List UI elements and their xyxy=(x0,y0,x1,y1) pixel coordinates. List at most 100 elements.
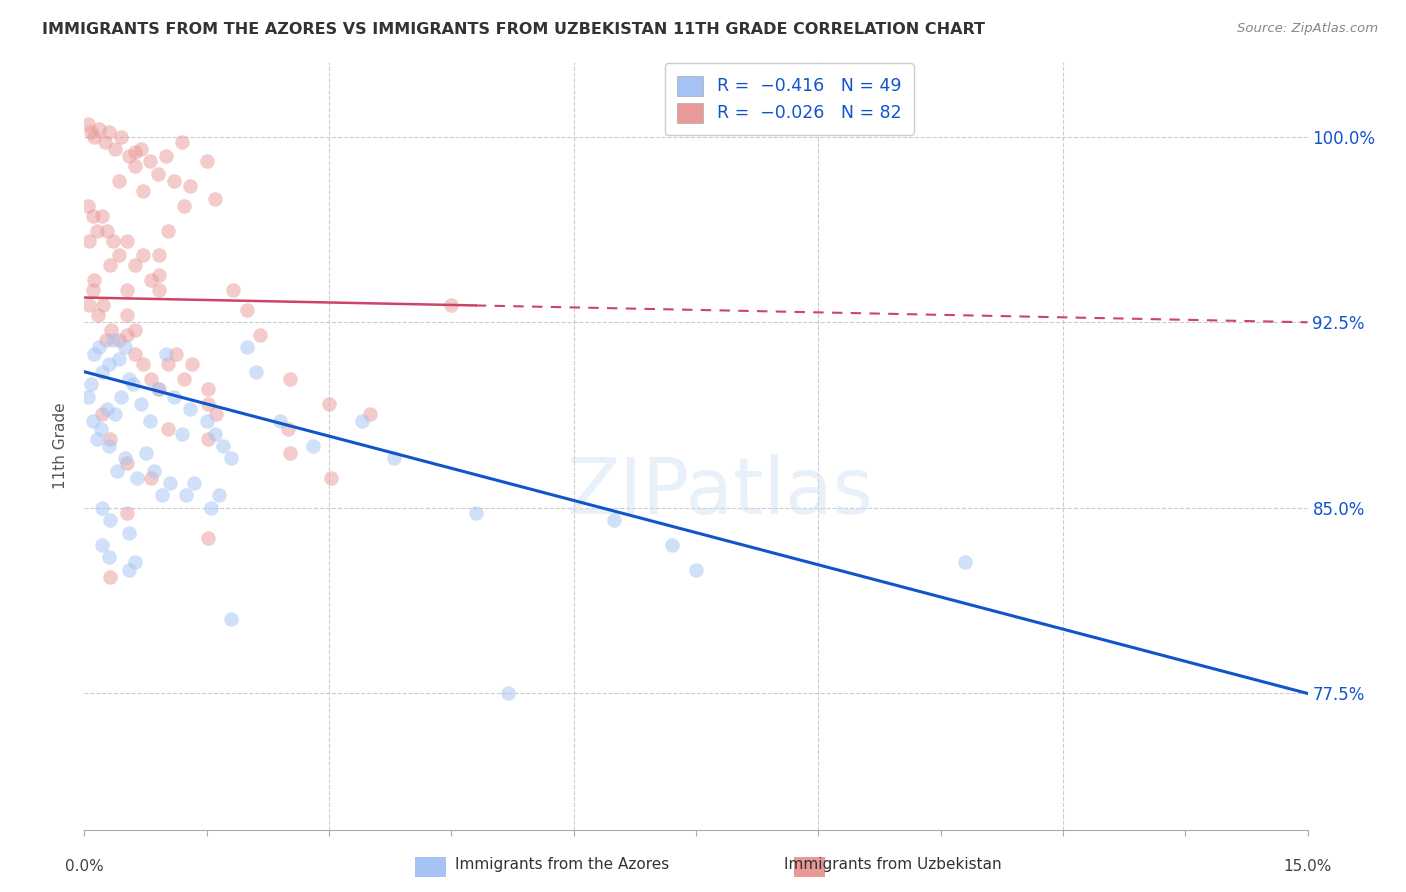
Point xyxy=(110,390,132,404)
Point xyxy=(359,407,381,421)
Text: Immigrants from Uzbekistan: Immigrants from Uzbekistan xyxy=(785,857,1001,872)
Point xyxy=(77,298,100,312)
Point xyxy=(150,488,173,502)
Point xyxy=(100,323,122,337)
Point xyxy=(115,308,138,322)
Point xyxy=(172,426,194,441)
Point xyxy=(118,372,141,386)
Point xyxy=(685,563,707,577)
Point xyxy=(205,407,228,421)
Point xyxy=(77,199,100,213)
Point xyxy=(100,258,122,272)
Point xyxy=(96,224,118,238)
Point xyxy=(100,570,122,584)
Point xyxy=(319,471,342,485)
Point xyxy=(91,365,114,379)
Point xyxy=(91,407,114,421)
Point xyxy=(100,513,122,527)
Point xyxy=(132,357,155,371)
Point xyxy=(155,149,177,163)
Point xyxy=(173,372,195,386)
Point xyxy=(104,407,127,421)
Text: 15.0%: 15.0% xyxy=(1284,859,1331,874)
Point xyxy=(91,298,114,312)
Point xyxy=(82,283,104,297)
Point xyxy=(208,488,231,502)
Point xyxy=(138,154,160,169)
Point xyxy=(107,174,129,188)
Point xyxy=(204,192,226,206)
Text: 0.0%: 0.0% xyxy=(65,859,104,874)
Point xyxy=(124,258,146,272)
Point xyxy=(127,471,149,485)
Point xyxy=(132,248,155,262)
Point xyxy=(132,184,155,198)
Point xyxy=(159,476,181,491)
Point xyxy=(107,333,129,347)
Point xyxy=(96,401,118,416)
Point xyxy=(110,129,132,144)
Point xyxy=(122,377,145,392)
Point xyxy=(172,135,194,149)
Point xyxy=(101,333,124,347)
Point xyxy=(440,298,463,312)
Point xyxy=(141,273,163,287)
Point xyxy=(146,167,169,181)
Point xyxy=(953,555,976,569)
Point xyxy=(96,333,118,347)
Point xyxy=(195,154,218,169)
Point xyxy=(277,422,299,436)
Point xyxy=(97,439,120,453)
Point xyxy=(278,446,301,460)
Point xyxy=(179,401,201,416)
Point xyxy=(148,283,170,297)
Point xyxy=(135,446,157,460)
Point xyxy=(77,117,100,131)
Point xyxy=(80,377,103,392)
Point xyxy=(100,432,122,446)
Point xyxy=(236,302,259,317)
Point xyxy=(498,686,520,700)
Text: Source: ZipAtlas.com: Source: ZipAtlas.com xyxy=(1237,22,1378,36)
Point xyxy=(114,451,136,466)
Point xyxy=(350,414,373,428)
Point xyxy=(301,439,323,453)
Point xyxy=(382,451,405,466)
Point xyxy=(77,234,100,248)
Point xyxy=(97,357,120,371)
Point xyxy=(138,414,160,428)
Point xyxy=(82,414,104,428)
Point xyxy=(179,179,201,194)
Point xyxy=(83,273,105,287)
Point xyxy=(156,422,179,436)
Point xyxy=(83,347,105,361)
Point xyxy=(148,248,170,262)
Point xyxy=(236,340,259,354)
Point xyxy=(87,122,110,136)
Point xyxy=(77,390,100,404)
Point xyxy=(91,209,114,223)
Point xyxy=(269,414,291,428)
Point xyxy=(197,531,219,545)
Point xyxy=(204,426,226,441)
Point xyxy=(115,234,138,248)
Point xyxy=(118,149,141,163)
Point xyxy=(131,397,153,411)
Point xyxy=(118,563,141,577)
Point xyxy=(90,422,112,436)
Point xyxy=(148,268,170,283)
Point xyxy=(181,357,204,371)
Point xyxy=(115,456,138,470)
Point xyxy=(107,248,129,262)
Point xyxy=(278,372,301,386)
Point xyxy=(141,372,163,386)
Legend: R =  −0.416   N = 49, R =  −0.026   N = 82: R = −0.416 N = 49, R = −0.026 N = 82 xyxy=(665,63,914,135)
Text: Immigrants from the Azores: Immigrants from the Azores xyxy=(456,857,669,872)
Point xyxy=(114,340,136,354)
Y-axis label: 11th Grade: 11th Grade xyxy=(53,402,69,490)
Point xyxy=(131,142,153,156)
Point xyxy=(173,199,195,213)
Point xyxy=(97,125,120,139)
Point xyxy=(141,471,163,485)
Point xyxy=(124,145,146,159)
